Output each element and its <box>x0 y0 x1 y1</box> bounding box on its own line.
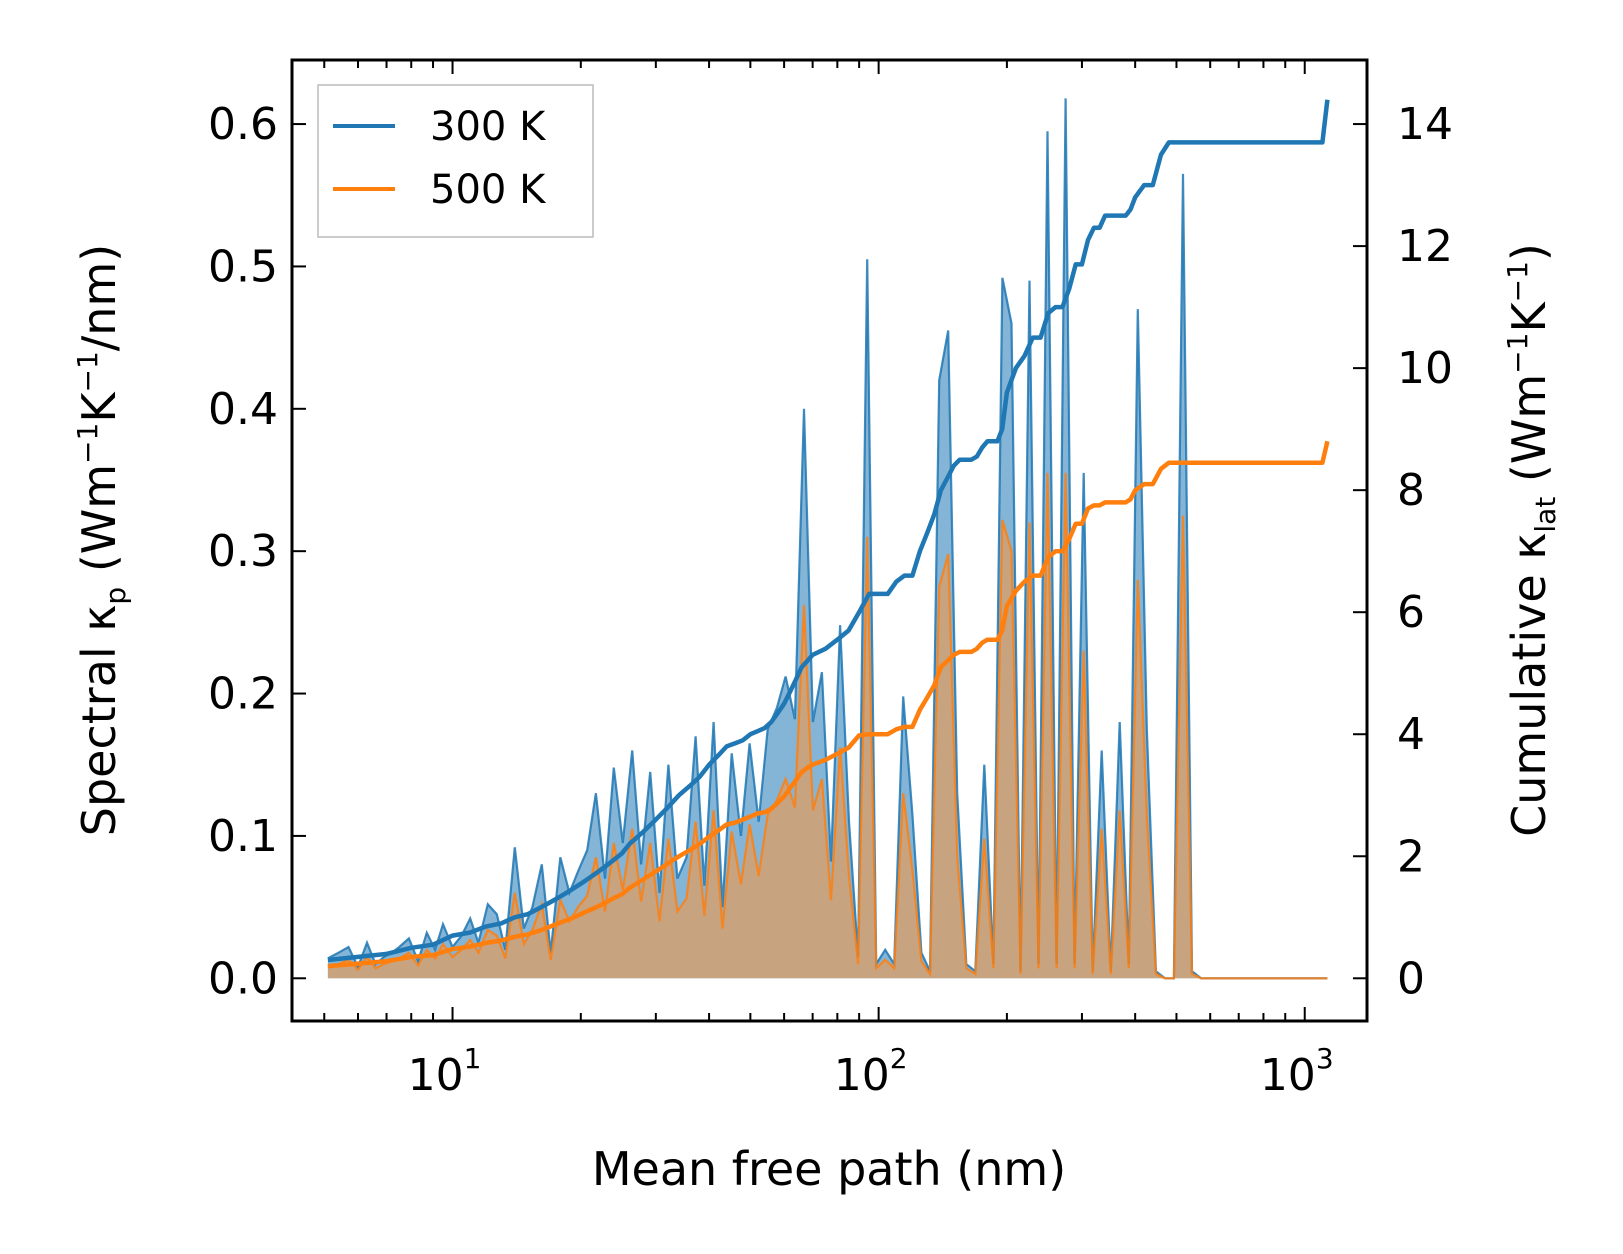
y-left-tick-label: 0.4 <box>208 384 278 435</box>
cumulative-line-300k <box>327 99 1330 963</box>
legend-label-300k: 300 K <box>430 104 547 150</box>
x-tick-label-exp: 3 <box>1316 1042 1334 1075</box>
x-tick-label-exp: 2 <box>890 1042 908 1075</box>
x-tick-label: 101 <box>408 1042 482 1101</box>
x-tick-label-base: 10 <box>408 1050 464 1101</box>
y-left-tick-label: 0.6 <box>208 99 278 150</box>
plot-area <box>327 98 1330 980</box>
y-left-tick-label: 0.1 <box>208 811 278 862</box>
plot-frame <box>290 58 1369 1023</box>
y-right-title-sup2: −1 <box>1501 261 1534 302</box>
cumulative-line-layer <box>327 99 1330 969</box>
ticks-layer <box>292 60 1367 1021</box>
legend: 300 K 500 K <box>317 84 594 238</box>
cumulative-line-500k <box>327 440 1330 969</box>
y-left-title-end: /nm) <box>72 244 126 351</box>
y-right-tick-label: 8 <box>1397 465 1425 516</box>
y-left-tick-label: 0.2 <box>208 669 278 720</box>
spectral-line-300k <box>327 98 1328 980</box>
y-right-title-end: ) <box>1502 243 1556 261</box>
y-right-axis-title: Cumulative κlat (Wm−1K−1) <box>1501 243 1562 837</box>
x-tick-label-base: 10 <box>834 1050 890 1101</box>
spectral-fill-500k <box>327 472 1328 979</box>
x-tick-label-base: 10 <box>1260 1050 1316 1101</box>
y-left-tick-label: 0.5 <box>208 241 278 292</box>
y-right-title-sub: lat <box>1529 497 1562 533</box>
legend-box <box>317 84 594 238</box>
y-left-title-mid: (Wm <box>72 464 126 587</box>
spectral-line-500k <box>327 472 1328 980</box>
y-left-title-mid2: K <box>72 391 126 423</box>
y-right-title-mid2: K <box>1502 301 1556 333</box>
y-right-tick-label: 6 <box>1397 587 1425 638</box>
x-tick-labels: 101 102 103 <box>408 1042 1334 1101</box>
y-right-tick-label: 0 <box>1397 953 1425 1004</box>
x-tick-label-exp: 1 <box>464 1042 482 1075</box>
y-right-tick-label: 10 <box>1397 343 1453 394</box>
x-tick-label: 102 <box>834 1042 908 1101</box>
y-left-title-main: Spectral κ <box>72 605 126 837</box>
y-left-title-sup1: −1 <box>71 423 104 464</box>
spectral-line-layer <box>327 98 1328 980</box>
y-left-tick-label: 0.0 <box>208 953 278 1004</box>
y-right-tick-label: 12 <box>1397 221 1453 272</box>
y-right-tick-label: 2 <box>1397 831 1425 882</box>
y-right-title-sup1: −1 <box>1501 333 1534 374</box>
y-right-title-mid: (Wm <box>1502 374 1556 497</box>
y-right-tick-labels: 0 2 4 6 8 10 12 14 <box>1397 99 1453 1004</box>
y-left-title-sub: p <box>99 587 132 605</box>
y-left-title-sup2: −1 <box>71 351 104 392</box>
y-right-tick-label: 4 <box>1397 709 1425 760</box>
y-left-tick-label: 0.3 <box>208 526 278 577</box>
y-right-tick-label: 14 <box>1397 99 1453 150</box>
x-axis-title: Mean free path (nm) <box>592 1142 1066 1196</box>
y-left-axis-title: Spectral κp (Wm−1K−1/nm) <box>71 244 132 836</box>
y-right-title-main: Cumulative κ <box>1502 533 1556 837</box>
legend-label-500k: 500 K <box>430 167 547 213</box>
x-tick-label: 103 <box>1260 1042 1334 1101</box>
y-left-tick-labels: 0.0 0.1 0.2 0.3 0.4 0.5 0.6 <box>208 99 278 1004</box>
